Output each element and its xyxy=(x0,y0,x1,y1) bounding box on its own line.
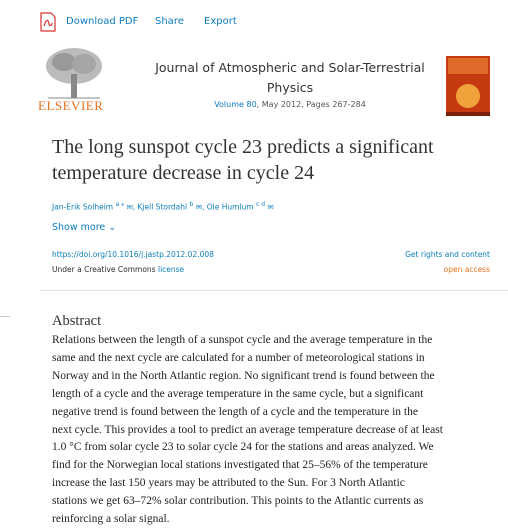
author-affiliation[interactable]: b xyxy=(189,201,194,208)
divider xyxy=(40,290,508,291)
journal-title[interactable]: Physics xyxy=(266,80,314,95)
abstract-line: increase the last 150 years may be attri… xyxy=(52,477,405,490)
license-prefix: Under a Creative Commons xyxy=(52,265,156,274)
journal-cover xyxy=(446,56,490,116)
journal-title[interactable]: Journal of Atmospheric and Solar-Terrest… xyxy=(155,60,425,75)
author-affiliation[interactable]: c d xyxy=(255,201,265,208)
show-more[interactable]: Show more ⌄ xyxy=(52,222,117,233)
author[interactable]: Ole Humlum xyxy=(206,202,254,212)
abstract-line: find for the Norwegian local stations in… xyxy=(52,459,428,472)
abstract-line: 1.0 °C from solar cycle 23 to solar cycl… xyxy=(52,441,434,454)
abstract-line: Relations between the length of a sunspo… xyxy=(52,334,433,346)
abstract-heading: Abstract xyxy=(52,313,102,329)
author[interactable]: Kjell Stordahl xyxy=(137,202,188,212)
publisher: ELSEVIER xyxy=(38,98,104,113)
share[interactable]: Share xyxy=(155,16,184,27)
abstract-line: reinforcing a solar signal. xyxy=(52,513,170,525)
abstract-line: next cycle. This provides a tool to pred… xyxy=(52,423,443,436)
pdf-icon xyxy=(40,12,56,32)
open-access: open access xyxy=(443,265,490,274)
author-affiliation[interactable]: a ⁎ xyxy=(115,201,125,208)
volume-details: , May 2012, Pages 267-284 xyxy=(256,100,366,109)
export[interactable]: Export xyxy=(204,16,237,27)
side-mark xyxy=(0,316,10,317)
download-pdf[interactable]: Download PDF xyxy=(66,16,139,27)
abstract-line: negative trend is found between the leng… xyxy=(52,405,418,418)
abstract-line: same and the next cycle are calculated f… xyxy=(52,351,425,364)
authors: Jan-Erik Solheim a ⁎ ✉, Kjell Stordahl b… xyxy=(52,201,274,212)
rights[interactable]: Get rights and content xyxy=(405,250,490,259)
show-more-text[interactable]: Show more xyxy=(52,222,106,233)
license: Under a Creative Commons license xyxy=(52,265,184,274)
abstract-line: Norway and in the North Atlantic region.… xyxy=(52,369,435,382)
abstract-line: stations we get 63–72% solar contributio… xyxy=(52,495,424,508)
license-link[interactable]: license xyxy=(157,265,185,274)
abstract-line: length of a cycle and the average temper… xyxy=(52,387,424,400)
volume-link[interactable]: Volume 80 xyxy=(214,100,257,109)
article-title: temperature decrease in cycle 24 xyxy=(52,162,315,184)
article-title: The long sunspot cycle 23 predicts a sig… xyxy=(52,136,434,158)
doi[interactable]: https://doi.org/10.1016/j.jastp.2012.02.… xyxy=(52,250,214,259)
elsevier-tree xyxy=(46,48,102,99)
journal-volume: Volume 80, May 2012, Pages 267-284 xyxy=(110,100,470,109)
author[interactable]: Jan-Erik Solheim xyxy=(52,202,114,212)
